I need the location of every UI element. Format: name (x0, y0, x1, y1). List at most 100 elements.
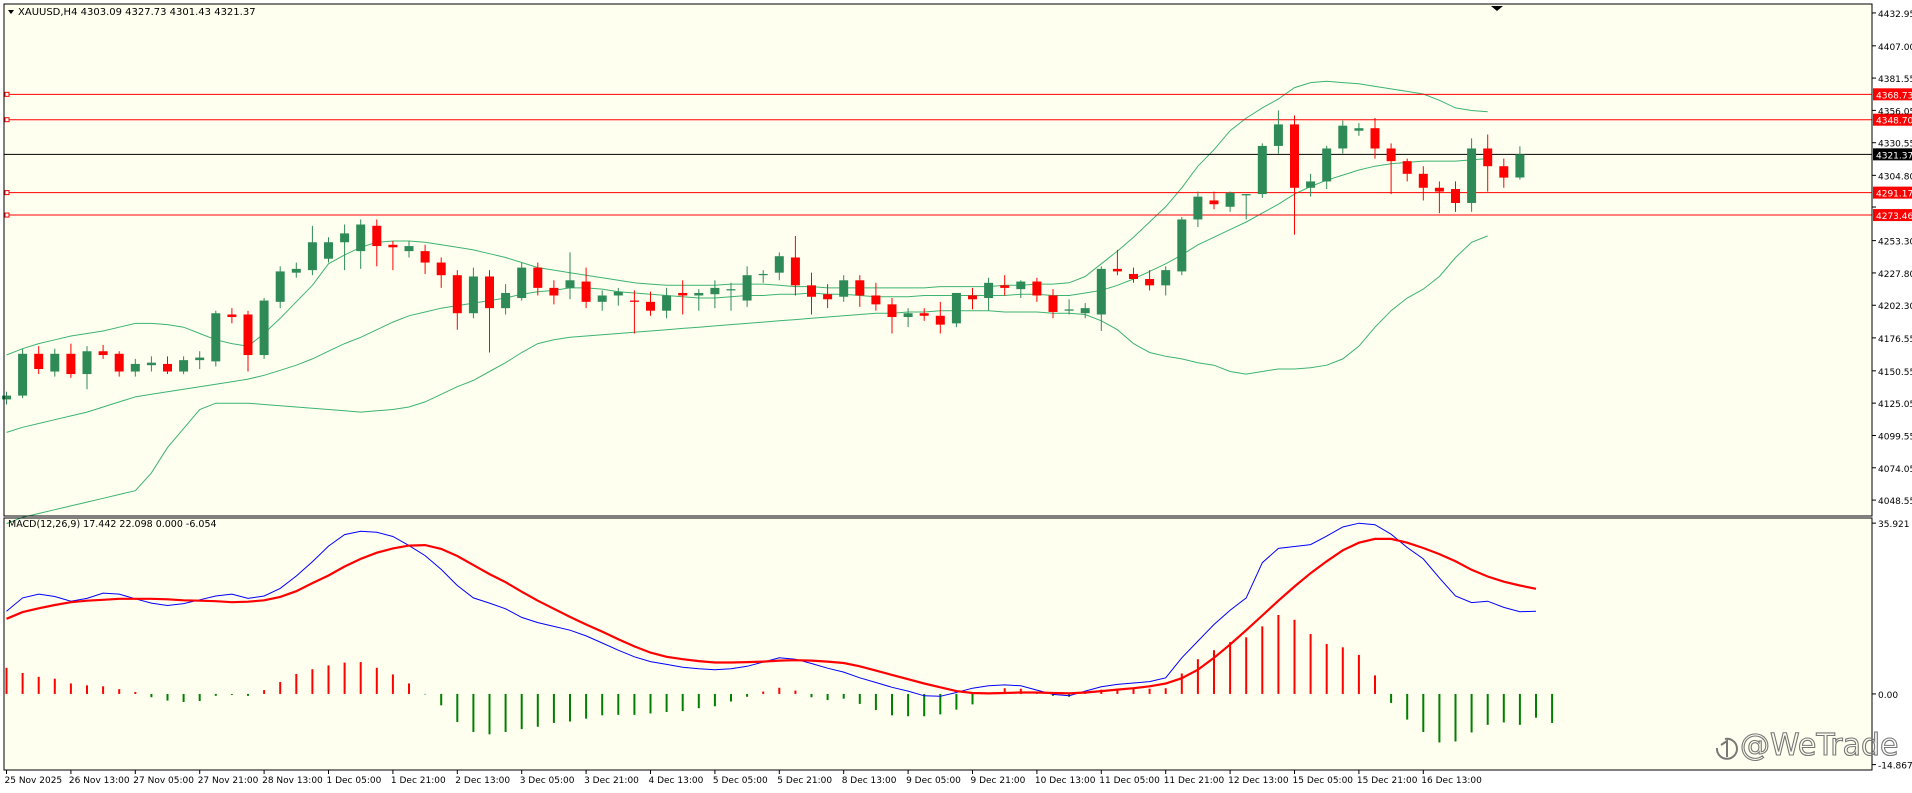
candle-body (34, 353, 44, 369)
candle (1064, 299, 1074, 315)
candle (1402, 158, 1412, 182)
candle (1129, 267, 1138, 283)
candle (1499, 158, 1509, 188)
time-axis-label: 11 Dec 05:00 (1099, 776, 1160, 786)
level-price-tag (1873, 113, 1912, 126)
candle (1370, 118, 1380, 159)
price-axis-label: 4407.00 (1878, 43, 1912, 53)
candle (1096, 266, 1106, 331)
watermark: @WeTrade (1715, 727, 1899, 764)
candle-body (935, 315, 945, 325)
candle (533, 262, 543, 296)
candle (2, 391, 11, 405)
candle (871, 282, 881, 311)
candle-body (1048, 295, 1058, 312)
candle (1016, 280, 1026, 299)
time-axis: 25 Nov 2025 26 Nov 13:00 27 Nov 05:00 27 No… (5, 770, 1482, 786)
time-axis-label: 4 Dec 13:00 (649, 776, 704, 786)
candle (1209, 191, 1219, 210)
candle-body (790, 257, 800, 286)
candle (227, 308, 237, 324)
time-axis-label: 8 Dec 13:00 (842, 776, 897, 786)
candle (855, 275, 865, 307)
candle (984, 277, 994, 311)
candle (1354, 123, 1364, 136)
candle (1418, 166, 1428, 201)
candle-body (1177, 219, 1187, 272)
candle-body (1209, 200, 1219, 205)
candle (581, 267, 591, 309)
candle-body (1273, 124, 1283, 146)
candle (629, 290, 639, 334)
candle-body (1241, 194, 1251, 196)
candle-body (1145, 279, 1155, 286)
time-axis-label: 1 Dec 21:00 (391, 776, 446, 786)
macd-pane-frame (3, 517, 1873, 771)
wetrade-logo-icon (1715, 737, 1738, 760)
candle-body (501, 292, 511, 309)
candle (18, 348, 28, 399)
candle (307, 225, 317, 276)
candle (742, 266, 752, 307)
candle (1338, 120, 1348, 154)
candle (919, 308, 929, 321)
candle-body (307, 242, 317, 271)
candle (1483, 134, 1493, 192)
candle (130, 358, 140, 377)
candle (1290, 115, 1299, 235)
level-line-anchor (4, 117, 10, 123)
candle-body (163, 363, 172, 372)
candle (195, 351, 205, 369)
candle (565, 252, 575, 300)
candle (678, 280, 688, 315)
candle-body (742, 275, 752, 301)
horizontal-levels (4, 91, 1872, 218)
price-axis-label: 4227.80 (1878, 270, 1912, 280)
candle-body (114, 353, 124, 372)
candle (485, 270, 494, 353)
candle-body (823, 294, 833, 300)
candle-body (1306, 181, 1316, 188)
candle (1177, 216, 1187, 276)
macd-line (6, 522, 1537, 697)
candle (66, 343, 76, 378)
candle (1225, 191, 1235, 212)
chart-menu-icon[interactable] (8, 10, 14, 14)
candle (468, 267, 478, 319)
chart-shift-icon[interactable] (1491, 6, 1503, 11)
candle (1080, 303, 1090, 319)
candle (1306, 173, 1316, 197)
candle-body (82, 351, 92, 375)
candle-body (726, 289, 736, 291)
candle (275, 266, 285, 309)
candle-body (146, 362, 156, 366)
time-axis-label: 25 Nov 2025 (5, 776, 63, 786)
price-axis-label: 4304.80 (1878, 172, 1912, 182)
candle-body (1080, 308, 1090, 314)
candle (211, 310, 221, 367)
candle (790, 235, 800, 296)
candle-body (372, 225, 382, 247)
candle (114, 351, 124, 377)
candle (1451, 181, 1460, 212)
candle (50, 348, 60, 377)
candle-body (243, 314, 253, 356)
level-price-tag (1873, 88, 1912, 101)
candle (887, 298, 897, 334)
candle-body (1000, 285, 1010, 288)
candle-body (485, 276, 494, 309)
time-axis-label: 9 Dec 21:00 (971, 776, 1026, 786)
candle (1467, 138, 1477, 212)
candle (1515, 146, 1525, 180)
time-axis-label: 27 Nov 21:00 (198, 776, 259, 786)
candle (903, 308, 913, 328)
level-price-tag (1873, 209, 1912, 222)
candle-body (211, 313, 221, 362)
candle-body (130, 363, 140, 372)
candle (1241, 194, 1251, 220)
candle-body (517, 267, 527, 299)
time-axis-label: 5 Dec 21:00 (777, 776, 832, 786)
candle (1322, 145, 1332, 190)
candle (1273, 110, 1283, 154)
time-axis-label: 12 Dec 13:00 (1228, 776, 1289, 786)
